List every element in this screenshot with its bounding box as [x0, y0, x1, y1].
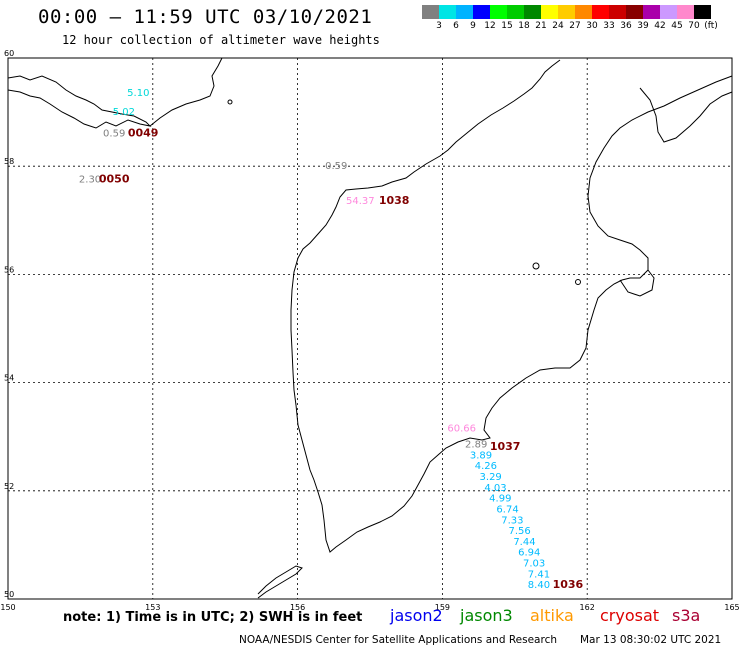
scale-label: 39	[637, 21, 649, 31]
lon-tick-label: 156	[290, 603, 305, 612]
island	[575, 279, 581, 285]
island	[227, 99, 233, 105]
pass-id-label: 1036	[553, 578, 584, 591]
wave-height-label: 6.94	[518, 548, 540, 559]
scale-swatch	[541, 5, 558, 19]
scale-swatch	[677, 5, 694, 19]
page-subtitle: 12 hour collection of altimeter wave hei…	[62, 33, 380, 47]
wave-height-points: 5.105.020.592.300.5954.3760.662.893.894.…	[79, 88, 550, 591]
scale-swatch	[473, 5, 490, 19]
wave-height-label: 4.26	[475, 461, 497, 472]
lon-tick-label: 153	[145, 603, 160, 612]
wave-height-label: 60.66	[447, 423, 476, 434]
wave-height-label: 5.10	[127, 88, 149, 99]
legend-jason2: jason2	[390, 606, 443, 625]
pass-ids: 0049 0050 1038 1037 1036	[99, 126, 584, 591]
wave-height-label: 3.89	[470, 450, 492, 461]
scale-label: 24	[552, 21, 564, 31]
scale-label: 12	[484, 21, 496, 31]
lat-tick-label: 58	[4, 157, 14, 166]
pass-id-label: 1038	[379, 194, 410, 207]
legend-altika: altika	[530, 606, 574, 625]
lat-tick-label: 52	[4, 482, 14, 491]
scale-label: 45	[671, 21, 683, 31]
scale-swatch	[609, 5, 626, 19]
scale-label: 21	[535, 21, 547, 31]
lon-tick-label: 165	[724, 603, 739, 612]
wave-height-label: 5.02	[113, 107, 135, 118]
wave-height-label: 0.59	[325, 161, 347, 172]
scale-swatch	[626, 5, 643, 19]
axis-tick-labels: 150 153 156 159 162 165 60 58 56 54 52 50	[0, 49, 739, 612]
scale-label: 33	[603, 21, 615, 31]
timestamp-text: Mar 13 08:30:02 UTC 2021	[580, 634, 722, 646]
lon-tick-label: 159	[435, 603, 450, 612]
graticule	[8, 58, 732, 599]
scale-label: 9	[470, 21, 476, 31]
page-title: 00:00 – 11:59 UTC 03/10/2021	[38, 6, 373, 28]
wave-height-label: 7.56	[508, 526, 530, 537]
magadan-peninsula	[149, 57, 223, 127]
lat-tick-label: 54	[4, 374, 14, 383]
scale-label: 6	[453, 21, 459, 31]
scale-swatch	[439, 5, 456, 19]
scale-swatch	[643, 5, 660, 19]
scale-label: 3	[436, 21, 442, 31]
scale-label: (ft)	[704, 21, 718, 31]
pass-id-label: 0050	[99, 172, 130, 185]
scale-swatch	[507, 5, 524, 19]
footer-note: note: 1) Time is in UTC; 2) SWH is in fe…	[63, 610, 363, 625]
wave-height-label: 3.29	[480, 472, 502, 483]
kamchatka-coastline	[290, 59, 733, 553]
wave-height-label: 7.44	[513, 537, 535, 548]
scale-label: 18	[518, 21, 530, 31]
scale-swatch	[456, 5, 473, 19]
color-scale	[422, 5, 711, 19]
pass-id-label: 1037	[490, 440, 521, 453]
scale-swatch	[490, 5, 507, 19]
lon-tick-label: 150	[0, 603, 15, 612]
wave-height-label: 54.37	[346, 196, 375, 207]
legend-s3a: s3a	[672, 606, 701, 625]
scale-label: 27	[569, 21, 581, 31]
kuril-islands	[257, 565, 303, 599]
wave-height-label: 4.99	[489, 494, 511, 505]
map-frame	[7, 57, 733, 600]
wave-height-label: 4.03	[484, 483, 506, 494]
scale-swatch	[694, 5, 711, 19]
coast-inlet	[619, 269, 655, 297]
wave-height-label: 0.59	[103, 128, 125, 139]
scale-label: 30	[586, 21, 598, 31]
wave-height-label: 6.74	[496, 504, 518, 515]
taigonos-coastline	[639, 87, 733, 143]
legend-cryosat: cryosat	[600, 606, 660, 625]
wave-height-label: 7.03	[523, 559, 545, 570]
pass-id-label: 0049	[128, 126, 159, 139]
wave-height-label: 8.40	[528, 580, 550, 591]
lat-tick-label: 56	[4, 265, 14, 274]
scale-label: 70	[688, 21, 700, 31]
magadan-coastline	[7, 75, 152, 129]
credit-text: NOAA/NESDIS Center for Satellite Applica…	[239, 634, 557, 646]
scale-swatch	[575, 5, 592, 19]
lat-tick-label: 60	[4, 49, 14, 58]
scale-swatch	[592, 5, 609, 19]
scale-swatch	[558, 5, 575, 19]
legend-jason3: jason3	[460, 606, 513, 625]
wave-height-label: 2.89	[465, 440, 487, 451]
scale-label: 15	[501, 21, 513, 31]
lon-tick-label: 162	[580, 603, 595, 612]
scale-swatch	[660, 5, 677, 19]
scale-label: 36	[620, 21, 632, 31]
scale-swatch	[422, 5, 439, 19]
scale-label: 42	[654, 21, 666, 31]
scale-swatch	[524, 5, 541, 19]
wave-height-label: 2.30	[79, 174, 101, 185]
wave-height-label: 7.33	[501, 515, 523, 526]
island	[532, 262, 540, 270]
wave-height-label: 7.41	[528, 569, 550, 580]
lat-tick-label: 50	[4, 590, 14, 599]
